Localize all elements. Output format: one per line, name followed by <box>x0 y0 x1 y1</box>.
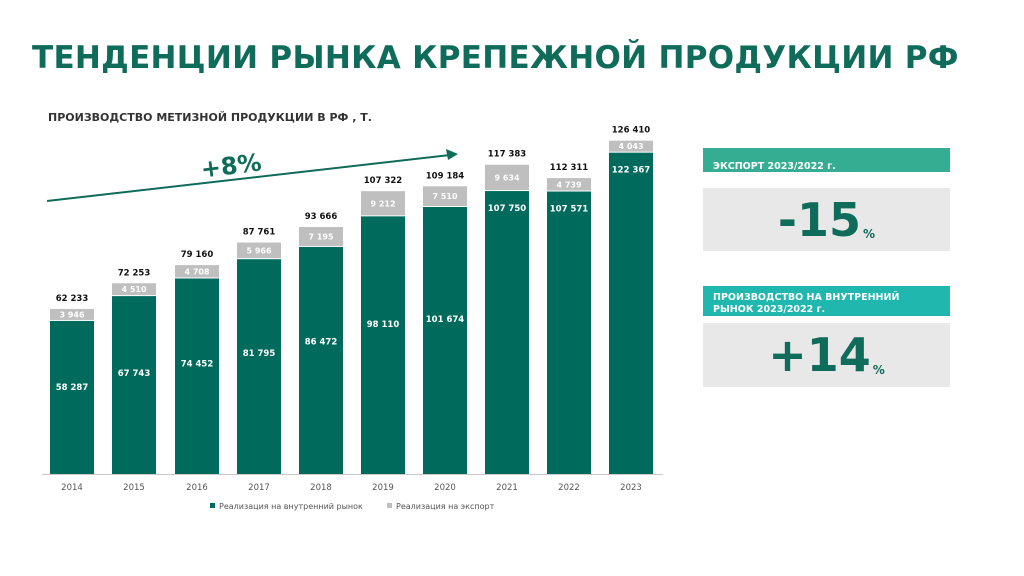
data-label-export: 4 510 <box>121 285 146 294</box>
bar-domestic <box>547 191 591 474</box>
data-label-domestic: 86 472 <box>305 338 338 348</box>
kpi-domestic-header: ПРОИЗВОДСТВО НА ВНУТРЕННИЙ РЫНОК 2023/20… <box>703 286 950 316</box>
x-tick-label: 2018 <box>310 483 332 493</box>
data-label-domestic: 122 367 <box>612 166 651 176</box>
kpi-export-unit: % <box>863 227 876 241</box>
kpi-export-header-text: ЭКСПОРТ 2023/2022 г. <box>713 161 836 172</box>
trend-arrow-head <box>446 149 458 160</box>
data-label-export: 9 634 <box>494 173 519 182</box>
data-label-total: 87 761 <box>243 228 276 238</box>
bar-export <box>237 242 281 259</box>
data-label-domestic: 101 674 <box>426 315 465 325</box>
data-label-domestic: 58 287 <box>56 383 89 393</box>
bar-chart: 58 287 3 946 62 233 2014 67 743 4 510 72 253 20… <box>42 126 663 511</box>
bar-export <box>361 191 405 216</box>
bar-domestic <box>361 216 405 474</box>
bar-export <box>547 178 591 191</box>
x-tick-label: 2023 <box>620 483 642 493</box>
data-label-export: 4 708 <box>184 267 209 276</box>
trend-arrow-line <box>46 154 451 202</box>
kpi-domestic-value: +14 <box>768 328 871 382</box>
data-label-total: 62 233 <box>56 294 89 304</box>
data-label-export: 9 212 <box>370 199 395 208</box>
bar-domestic <box>50 320 94 474</box>
kpi-domestic-box: +14 % <box>703 323 950 387</box>
bar-domestic <box>423 207 467 474</box>
bar-export <box>485 164 529 191</box>
bar-domestic <box>609 152 653 475</box>
data-label-total: 79 160 <box>181 250 214 260</box>
x-tick-label: 2020 <box>434 483 456 493</box>
kpi-export-header: ЭКСПОРТ 2023/2022 г. <box>703 148 950 172</box>
chart-title: ПРОИЗВОДСТВО МЕТИЗНОЙ ПРОДУКЦИИ В РФ , Т… <box>48 111 372 124</box>
data-label-total: 93 666 <box>305 212 338 222</box>
data-label-total: 117 383 <box>488 150 527 160</box>
data-label-total: 126 410 <box>612 126 651 136</box>
data-label-domestic: 98 110 <box>367 320 400 330</box>
legend-label-export: Реализация на экспорт <box>396 502 495 511</box>
data-label-export: 7 510 <box>432 192 457 201</box>
bar-export <box>299 227 343 246</box>
x-tick-label: 2014 <box>61 483 83 493</box>
bar-domestic <box>485 191 529 474</box>
data-label-domestic: 107 571 <box>550 205 589 215</box>
x-tick-label: 2021 <box>496 483 518 493</box>
data-label-domestic: 67 743 <box>118 369 151 379</box>
bar-domestic <box>299 246 343 474</box>
kpi-domestic-unit: % <box>872 363 885 377</box>
x-tick-label: 2017 <box>248 483 270 493</box>
page-title: ТЕНДЕНЦИИ РЫНКА КРЕПЕЖНОЙ ПРОДУКЦИИ РФ <box>32 40 959 76</box>
x-tick-label: 2015 <box>123 483 145 493</box>
legend-swatch-export <box>387 503 392 508</box>
kpi-domestic-header-text: ПРОИЗВОДСТВО НА ВНУТРЕННИЙ РЫНОК 2023/20… <box>713 292 900 315</box>
data-label-export: 4 739 <box>556 180 581 189</box>
x-tick-label: 2019 <box>372 483 394 493</box>
bar-domestic <box>237 259 281 474</box>
x-tick-label: 2016 <box>186 483 208 493</box>
data-label-export: 4 043 <box>618 142 643 151</box>
bar-export <box>175 265 219 278</box>
data-label-export: 7 195 <box>308 232 333 241</box>
x-tick-label: 2022 <box>558 483 580 493</box>
data-label-total: 112 311 <box>550 163 589 173</box>
bar-domestic <box>175 278 219 474</box>
bar-export <box>112 283 156 296</box>
bar-export <box>423 186 467 207</box>
data-label-total: 107 322 <box>364 176 403 186</box>
legend-swatch-domestic <box>210 503 215 508</box>
data-label-total: 72 253 <box>118 268 151 278</box>
data-label-total: 109 184 <box>426 171 465 181</box>
data-label-domestic: 74 452 <box>181 359 214 369</box>
bar-export <box>50 308 94 320</box>
kpi-export-value: -15 <box>777 192 862 247</box>
data-label-domestic: 107 750 <box>488 204 527 214</box>
legend-label-domestic: Реализация на внутренний рынок <box>219 502 363 511</box>
kpi-export-box: -15 % <box>703 188 950 251</box>
data-label-domestic: 81 795 <box>243 349 276 359</box>
bar-domestic <box>112 296 156 474</box>
data-label-export: 5 966 <box>246 246 271 255</box>
bar-export <box>609 140 653 152</box>
data-label-export: 3 946 <box>59 310 84 319</box>
